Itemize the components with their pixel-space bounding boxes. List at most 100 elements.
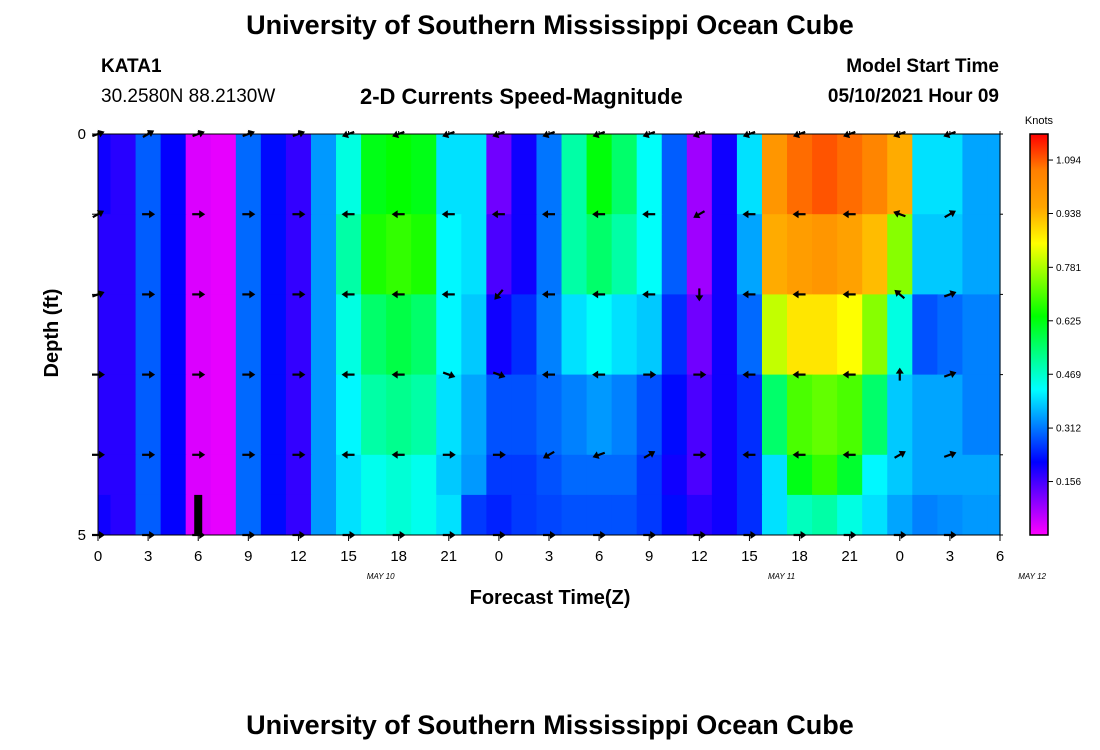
arrow-head xyxy=(96,210,105,218)
x-tick-label: 21 xyxy=(440,548,457,565)
current-arrow xyxy=(142,450,156,459)
heat-cell-bottom xyxy=(486,494,513,535)
heat-cell xyxy=(210,374,237,456)
current-arrow xyxy=(842,450,856,459)
heat-cell xyxy=(887,454,913,496)
heat-cell xyxy=(436,134,462,215)
arrow-head xyxy=(742,290,749,299)
heat-cell xyxy=(711,214,738,295)
heat-cell xyxy=(235,374,262,456)
arrow-head xyxy=(149,290,156,299)
arrow-head xyxy=(542,290,548,299)
current-arrow xyxy=(491,210,505,219)
heat-cell xyxy=(586,134,613,215)
current-arrow xyxy=(742,210,756,219)
arrow-head xyxy=(742,210,749,219)
arrow-head xyxy=(742,450,749,459)
current-arrow xyxy=(341,290,355,299)
arrow-head xyxy=(149,210,156,219)
arrow-head xyxy=(199,210,206,219)
heat-cell xyxy=(962,374,989,456)
heat-cell xyxy=(636,214,663,295)
heat-cell-bottom xyxy=(987,494,1001,535)
heat-cell-bottom xyxy=(235,494,262,535)
heat-cell xyxy=(386,374,412,456)
arrow-head xyxy=(592,451,600,459)
heat-cell xyxy=(962,294,989,376)
heat-cell xyxy=(787,374,813,456)
heat-cell xyxy=(536,294,563,376)
current-arrow xyxy=(142,210,156,219)
current-arrow xyxy=(442,371,456,379)
heat-cell xyxy=(862,214,888,295)
arrow-head xyxy=(895,367,904,374)
heat-cell xyxy=(336,374,362,456)
model-start-value: 05/10/2021 Hour 09 xyxy=(827,86,999,107)
heat-cell-bottom xyxy=(761,494,788,535)
current-arrow xyxy=(693,210,706,219)
current-arrow xyxy=(292,370,306,379)
x-axis-label: Forecast Time(Z) xyxy=(470,587,631,609)
x-tick-label: 6 xyxy=(996,548,1004,565)
arrow-head xyxy=(592,290,599,299)
heat-cell xyxy=(135,214,162,295)
heat-cell xyxy=(887,294,913,376)
date-label: MAY 12 xyxy=(1018,572,1046,581)
heat-cell xyxy=(711,454,738,496)
arrow-head xyxy=(299,290,306,299)
model-start-label: Model Start Time xyxy=(846,56,999,77)
heat-cell xyxy=(386,134,412,215)
heat-cell xyxy=(436,214,462,295)
heat-cell xyxy=(912,214,938,295)
current-arrow xyxy=(842,370,856,379)
heat-cell xyxy=(235,294,262,376)
heat-cell-bottom xyxy=(912,494,938,535)
heat-cell xyxy=(987,294,1001,376)
heat-cell-bottom xyxy=(461,494,487,535)
heat-cell xyxy=(661,374,688,456)
heat-cell xyxy=(736,294,763,376)
station-id: KATA1 xyxy=(101,56,162,77)
heat-cell-bottom xyxy=(511,494,538,535)
arrow-head xyxy=(700,450,707,459)
heat-cell-bottom xyxy=(135,494,162,535)
heat-cell-bottom xyxy=(887,494,913,535)
x-tick-label: 3 xyxy=(545,548,553,565)
current-arrow xyxy=(442,450,456,459)
heat-cell xyxy=(586,214,613,295)
heat-cell xyxy=(210,134,237,215)
current-arrow xyxy=(943,370,957,379)
colorbar-label: Knots xyxy=(1025,115,1054,127)
arrow-head xyxy=(149,370,156,379)
heat-cell xyxy=(160,134,187,215)
station-coordinates: 30.2580N 88.2130W xyxy=(101,86,276,107)
arrow-head xyxy=(949,290,957,298)
chart-axes: 0 3 6 9 12 15 18 21 0 3 6 9 12 15 18 21 0 3 6 MAY 10 MAY 11 M… xyxy=(78,126,1047,581)
heat-cell xyxy=(686,214,713,295)
heat-cell-bottom xyxy=(736,494,763,535)
heat-cell xyxy=(411,214,437,295)
current-arrow xyxy=(693,370,707,379)
heat-cell xyxy=(160,214,187,295)
arrow-head xyxy=(199,370,206,379)
heat-cell xyxy=(736,214,763,295)
x-tick-label: 0 xyxy=(896,548,904,565)
heat-cell xyxy=(561,134,588,215)
heat-cell-bottom xyxy=(336,494,362,535)
heat-cell xyxy=(361,294,387,376)
heat-cell-bottom xyxy=(787,494,813,535)
heat-cell xyxy=(536,214,563,295)
x-tick-label: 18 xyxy=(390,548,407,565)
heat-cell xyxy=(711,294,738,376)
heat-cell xyxy=(937,134,964,215)
arrow-head xyxy=(642,210,649,219)
date-label: MAY 10 xyxy=(367,572,395,581)
heat-cell xyxy=(812,454,838,496)
arrow-head xyxy=(742,370,749,379)
current-arrow xyxy=(142,290,156,299)
heatmap-cells xyxy=(98,134,1001,535)
arrow-head xyxy=(948,210,956,218)
heat-cell-bottom xyxy=(711,494,738,535)
x-tick-label: 0 xyxy=(94,548,102,565)
